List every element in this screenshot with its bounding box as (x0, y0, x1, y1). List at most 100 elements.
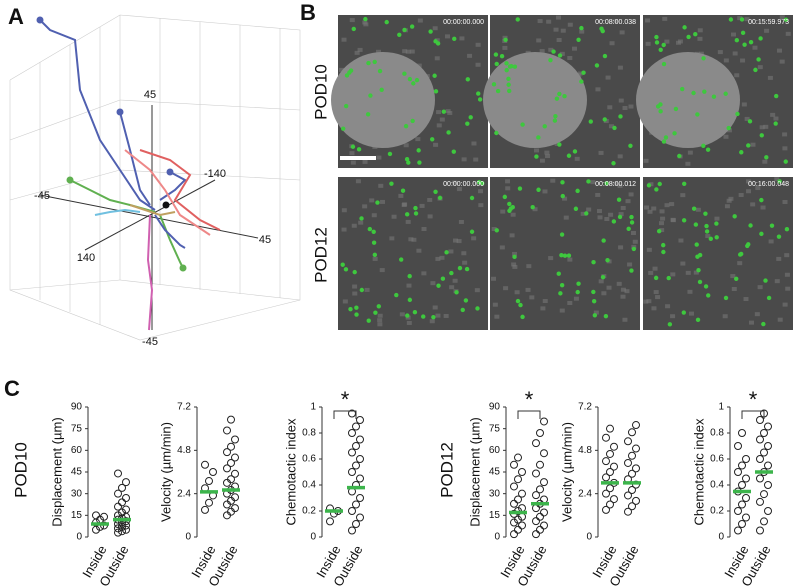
cell (734, 276, 739, 282)
data-point (514, 495, 522, 504)
data-point (738, 429, 746, 437)
cell (446, 130, 451, 135)
cell (398, 257, 404, 262)
cell (734, 38, 740, 43)
cell (783, 17, 789, 22)
cell (477, 97, 483, 102)
cell (352, 269, 357, 275)
texture (341, 208, 347, 213)
texture (556, 15, 562, 20)
cell (454, 290, 459, 295)
cell (735, 111, 740, 117)
cell (693, 222, 699, 227)
texture (784, 253, 790, 258)
cell (661, 242, 666, 248)
y-axis-label: Chemotactic index (691, 418, 706, 525)
texture (658, 221, 664, 226)
cell (691, 206, 697, 211)
texture (510, 212, 516, 217)
cell (705, 147, 711, 152)
texture (433, 142, 439, 147)
cell (375, 200, 380, 205)
data-point (632, 496, 640, 505)
cell (579, 79, 584, 84)
texture (525, 287, 531, 292)
cell (553, 114, 558, 119)
texture (559, 308, 565, 313)
texture (595, 87, 601, 92)
cell (431, 314, 436, 320)
cell (372, 252, 378, 258)
cell (494, 130, 499, 136)
cell (783, 159, 788, 164)
cell (530, 204, 535, 210)
texture (644, 205, 650, 210)
texture (627, 262, 633, 267)
texture (354, 50, 360, 55)
cell (629, 268, 634, 273)
texture (526, 264, 532, 269)
data-point (742, 455, 750, 463)
texture (659, 209, 665, 214)
texture (593, 310, 599, 315)
texture (697, 36, 703, 41)
cell (694, 242, 699, 247)
texture (659, 228, 665, 233)
y-tick-label: 0 (310, 532, 316, 543)
data-point (738, 461, 746, 470)
texture (567, 301, 573, 306)
texture (722, 314, 728, 319)
cell (404, 212, 410, 217)
y-tick-label: 1 (310, 402, 316, 413)
texture (776, 256, 782, 261)
data-point (606, 468, 614, 476)
micrographs: 00:00:00.000 00:08:00.038 00:15:59.973 00:0… (331, 15, 793, 330)
cell (618, 114, 623, 119)
cell (673, 106, 679, 112)
texture (617, 183, 623, 188)
texture (660, 216, 666, 221)
data-point (628, 428, 636, 437)
data-point (734, 526, 742, 535)
texture (409, 49, 415, 54)
cell (584, 211, 589, 216)
cell (601, 238, 606, 243)
y-tick-label: 75 (71, 423, 83, 434)
texture (364, 287, 370, 292)
cell (591, 289, 596, 295)
cell (703, 211, 708, 216)
texture (449, 285, 455, 290)
texture (405, 315, 411, 320)
data-point (227, 475, 235, 484)
texture (782, 132, 788, 137)
y-tick-label: 15 (71, 510, 83, 521)
texture (608, 212, 614, 217)
track-ends (36, 16, 187, 272)
data-point (122, 521, 130, 530)
texture (478, 203, 484, 208)
texture (677, 39, 683, 44)
data-point (628, 469, 636, 478)
cell (695, 112, 700, 117)
data-point (227, 442, 235, 451)
texture (376, 49, 382, 54)
data-point (348, 526, 356, 535)
data-point (734, 468, 742, 476)
cell (708, 236, 714, 241)
cell (759, 133, 764, 138)
texture (550, 178, 556, 183)
texture (612, 19, 618, 24)
data-point (536, 485, 544, 494)
texture (491, 227, 497, 232)
data-point (92, 511, 100, 520)
texture (693, 270, 699, 275)
texture (358, 220, 364, 225)
texture (475, 42, 481, 47)
cell (566, 253, 572, 258)
texture (759, 125, 765, 130)
data-point (118, 527, 126, 536)
cell (560, 180, 565, 185)
y-tick-label: 1 (718, 402, 724, 413)
texture (618, 98, 624, 103)
cell (739, 17, 745, 22)
